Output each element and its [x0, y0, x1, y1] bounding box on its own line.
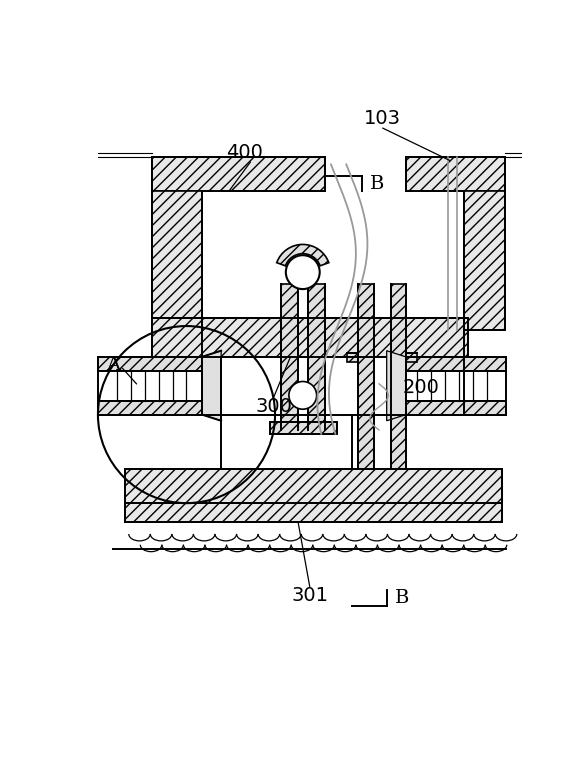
- Text: 400: 400: [226, 144, 262, 163]
- Text: B: B: [395, 589, 409, 606]
- Bar: [281, 283, 298, 430]
- Bar: [358, 283, 373, 468]
- Circle shape: [286, 255, 320, 289]
- Bar: [406, 353, 417, 363]
- Text: A: A: [106, 356, 120, 374]
- Bar: [152, 157, 325, 192]
- Text: B: B: [370, 175, 384, 192]
- Bar: [98, 357, 202, 371]
- Bar: [125, 503, 502, 522]
- Bar: [152, 192, 202, 318]
- Bar: [269, 423, 336, 434]
- Bar: [406, 401, 506, 415]
- Bar: [98, 401, 202, 415]
- Bar: [406, 357, 506, 371]
- Bar: [125, 468, 502, 503]
- Bar: [464, 192, 504, 330]
- Text: 300: 300: [255, 397, 292, 416]
- Circle shape: [289, 382, 316, 409]
- Polygon shape: [202, 350, 221, 421]
- Bar: [152, 318, 467, 357]
- Text: 103: 103: [365, 109, 402, 128]
- Bar: [390, 283, 406, 468]
- Bar: [347, 353, 358, 363]
- Text: 301: 301: [291, 586, 328, 605]
- Bar: [308, 283, 325, 430]
- Polygon shape: [387, 350, 406, 421]
- Text: 200: 200: [403, 378, 440, 397]
- Wedge shape: [276, 245, 329, 266]
- Bar: [406, 157, 504, 192]
